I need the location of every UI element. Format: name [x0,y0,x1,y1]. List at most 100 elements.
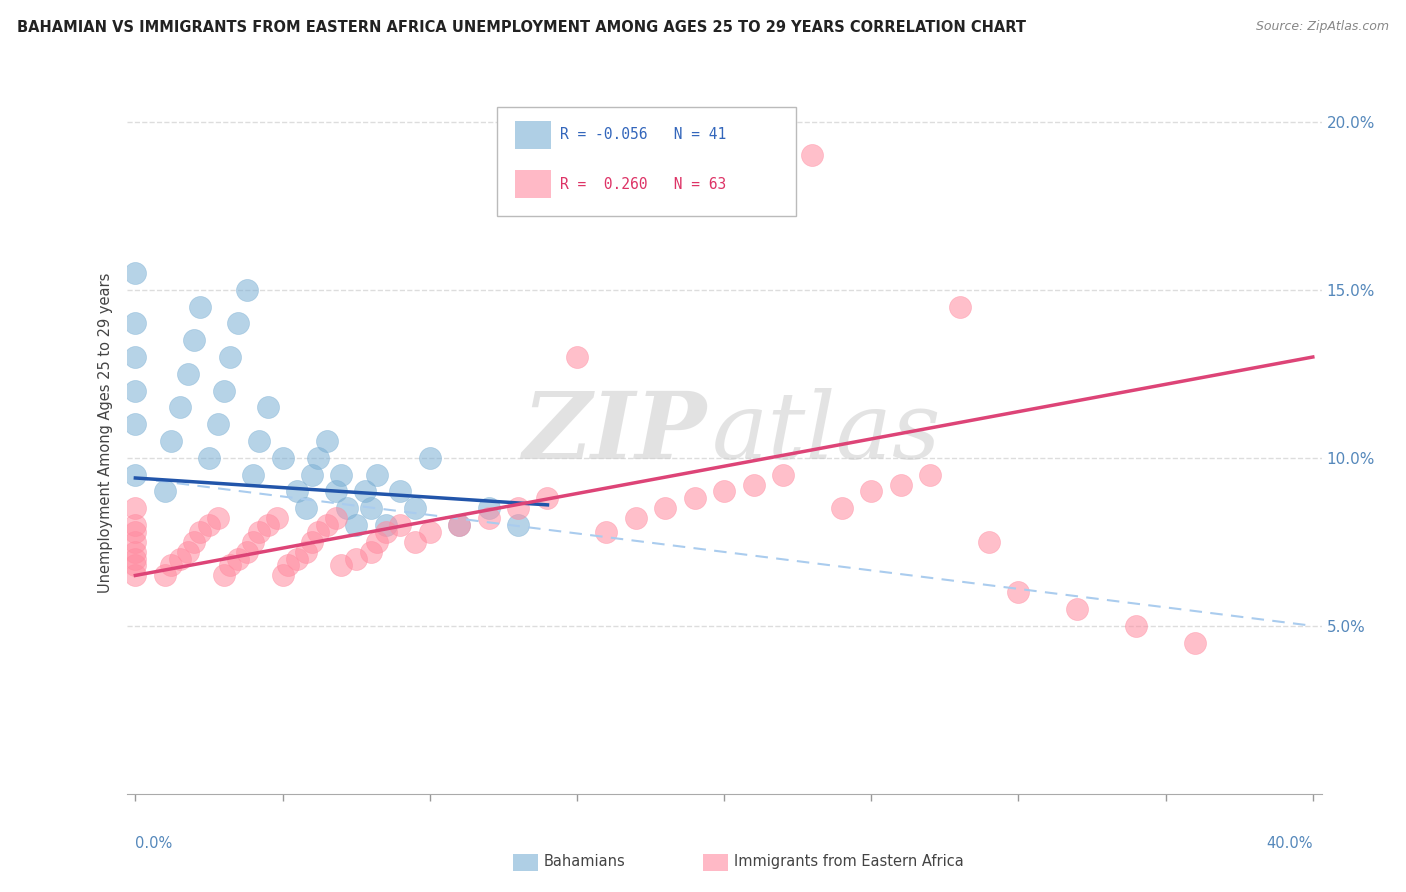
Point [307,450,329,465]
Point [683,491,706,505]
Point [188,524,211,539]
Point [315,518,337,533]
Point [124,551,146,566]
Point [354,484,377,499]
Point [242,467,264,482]
Point [247,524,270,539]
Point [124,266,146,280]
Point [124,350,146,364]
Point [449,518,471,533]
Point [124,417,146,432]
Point [831,501,853,516]
Point [207,417,229,432]
Text: R =  0.260   N = 63: R = 0.260 N = 63 [561,177,727,192]
Point [374,524,396,539]
Point [565,350,588,364]
Point [212,568,235,582]
Point [177,545,200,559]
Point [389,484,412,499]
Point [153,484,176,499]
Point [177,367,200,381]
Point [654,501,676,516]
Point [536,491,558,505]
Point [271,568,294,582]
Point [404,534,426,549]
Point [277,558,299,573]
Point [266,511,288,525]
Point [330,558,353,573]
Point [1184,635,1206,649]
Point [295,501,318,516]
Point [242,534,264,549]
Point [389,518,412,533]
Text: Immigrants from Eastern Africa: Immigrants from Eastern Africa [734,855,963,869]
Point [153,568,176,582]
Point [713,484,735,499]
Point [307,524,329,539]
Point [920,467,942,482]
Point [188,300,211,314]
Point [124,384,146,398]
Point [124,524,146,539]
Point [285,484,308,499]
Point [218,350,240,364]
Point [183,333,205,347]
Point [124,518,146,533]
Point [801,148,824,162]
Point [360,545,382,559]
Point [948,300,970,314]
Point [228,551,250,566]
Point [742,477,765,491]
Point [285,551,308,566]
Text: Source: ZipAtlas.com: Source: ZipAtlas.com [1256,20,1389,33]
Point [1007,585,1029,599]
Point [247,434,270,448]
Point [890,477,912,491]
Bar [515,121,551,149]
Text: 40.0%: 40.0% [1267,836,1313,851]
Point [419,524,441,539]
Point [169,551,191,566]
Point [212,384,235,398]
Point [256,401,278,415]
Point [360,501,382,516]
Text: atlas: atlas [711,388,942,477]
Point [506,501,529,516]
Y-axis label: Unemployment Among Ages 25 to 29 years: Unemployment Among Ages 25 to 29 years [97,272,112,593]
Point [404,501,426,516]
Text: BAHAMIAN VS IMMIGRANTS FROM EASTERN AFRICA UNEMPLOYMENT AMONG AGES 25 TO 29 YEAR: BAHAMIAN VS IMMIGRANTS FROM EASTERN AFRI… [17,20,1026,35]
Point [207,511,229,525]
Point [124,501,146,516]
Point [344,551,367,566]
Point [228,317,250,331]
Point [506,518,529,533]
Point [159,558,181,573]
Point [183,534,205,549]
Point [169,401,191,415]
Point [366,467,388,482]
Text: R = -0.056   N = 41: R = -0.056 N = 41 [561,128,727,143]
Point [336,501,359,516]
Point [236,283,259,297]
Point [595,524,617,539]
Point [295,545,318,559]
Point [198,518,221,533]
FancyBboxPatch shape [498,108,796,216]
Bar [515,170,551,198]
Point [1125,619,1147,633]
Point [419,450,441,465]
Point [772,467,794,482]
Point [325,484,347,499]
Point [344,518,367,533]
Point [315,434,337,448]
Point [236,545,259,559]
Point [198,450,221,465]
Point [325,511,347,525]
Point [366,534,388,549]
Point [256,518,278,533]
Point [860,484,883,499]
Text: 0.0%: 0.0% [135,836,173,851]
Point [124,545,146,559]
Point [624,511,647,525]
Point [330,467,353,482]
